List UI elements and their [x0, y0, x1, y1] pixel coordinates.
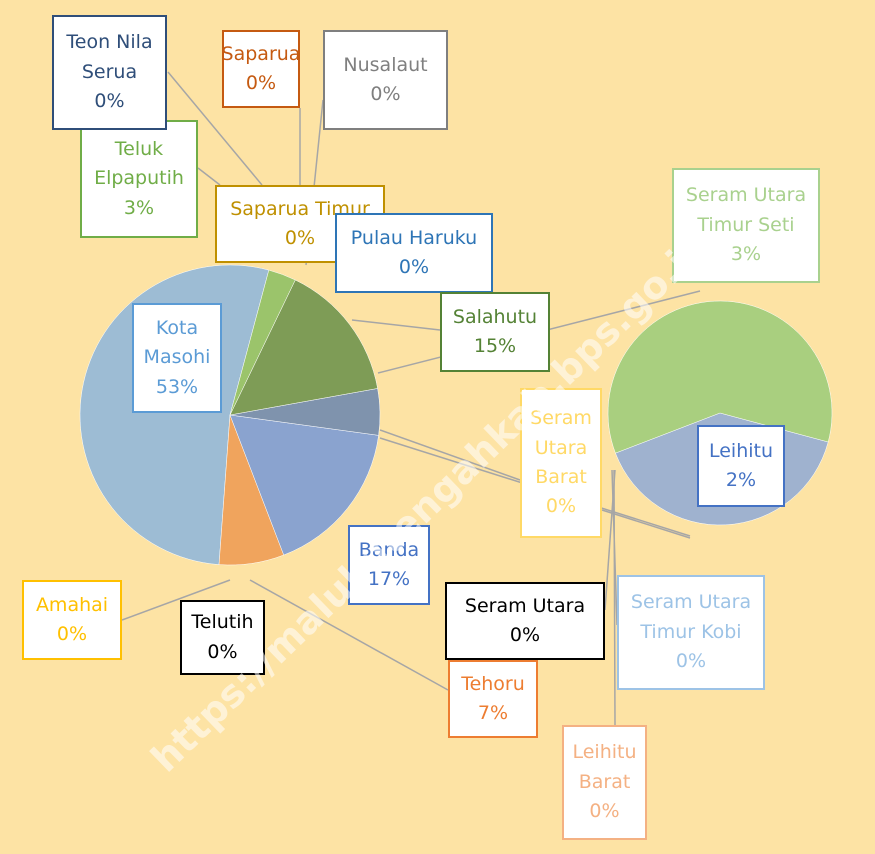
- label-value: 3%: [730, 243, 762, 266]
- data-label: Tehoru 7%: [448, 660, 538, 738]
- label-name: Kota Masohi: [143, 316, 211, 369]
- label-value: 15%: [473, 335, 517, 357]
- data-label: Seram Utara 0%: [445, 582, 605, 660]
- label-name: Leihitu Barat: [572, 741, 637, 793]
- data-label: Teon Nila Serua 0%: [52, 15, 167, 130]
- label-value: 0%: [398, 256, 430, 278]
- label-value: 0%: [370, 83, 401, 105]
- data-label: Kota Masohi 53%: [132, 303, 222, 413]
- label-value: 0%: [207, 640, 238, 663]
- label-value: 0%: [675, 650, 707, 673]
- data-label: Banda 17%: [348, 525, 430, 605]
- data-label: Leihitu Barat 0%: [562, 725, 647, 840]
- label-name: Tehoru: [461, 672, 525, 695]
- data-label: Seram Utara Timur Seti 3%: [672, 168, 820, 283]
- label-value: 0%: [56, 623, 88, 645]
- label-value: 0%: [509, 624, 541, 646]
- data-label: Seram Utara Barat 0%: [520, 388, 602, 538]
- label-name: Telutih: [191, 611, 254, 634]
- label-value: 0%: [589, 800, 620, 823]
- label-value: 0%: [545, 495, 577, 518]
- data-label: Amahai 0%: [22, 580, 122, 660]
- secondary-slice: [607, 300, 833, 454]
- label-name: Teluk Elpaputih: [94, 137, 184, 190]
- data-label: Salahutu 15%: [440, 292, 550, 372]
- label-value: 0%: [245, 72, 277, 94]
- label-name: Leihitu: [708, 439, 774, 462]
- label-value: 53%: [155, 375, 199, 398]
- label-value: 7%: [477, 702, 509, 724]
- data-label: Teluk Elpaputih 3%: [80, 120, 198, 238]
- label-name: Seram Utara Timur Kobi: [630, 591, 752, 643]
- label-name: Seram Utara Barat: [530, 407, 592, 488]
- data-label: Saparua 0%: [222, 30, 300, 108]
- pie-slice: [229, 414, 379, 556]
- pie-slice: [229, 269, 296, 416]
- pie-slice: [229, 279, 378, 416]
- label-name: Amahai: [35, 593, 109, 616]
- label-name: Saparua Timur: [230, 197, 370, 220]
- label-name: Teon Nila Serua: [66, 31, 153, 83]
- label-name: Seram Utara: [464, 594, 586, 617]
- label-name: Pulau Haruku: [350, 226, 478, 249]
- data-label: Nusalaut 0%: [323, 30, 448, 130]
- label-value: 0%: [284, 227, 316, 249]
- label-value: 3%: [123, 196, 155, 219]
- label-name: Seram Utara Timur Seti: [685, 184, 807, 236]
- label-name: Saparua: [221, 42, 301, 65]
- label-value: 17%: [367, 568, 411, 590]
- label-name: Banda: [358, 538, 420, 561]
- label-value: 0%: [94, 90, 125, 113]
- data-label: Seram Utara Timur Kobi 0%: [617, 575, 765, 690]
- data-label: Pulau Haruku 0%: [335, 213, 493, 293]
- data-label: Leihitu 2%: [697, 425, 785, 507]
- label-name: Salahutu: [452, 305, 538, 328]
- data-label: Telutih 0%: [180, 600, 265, 675]
- label-name: Nusalaut: [343, 53, 428, 76]
- label-value: 2%: [725, 469, 757, 491]
